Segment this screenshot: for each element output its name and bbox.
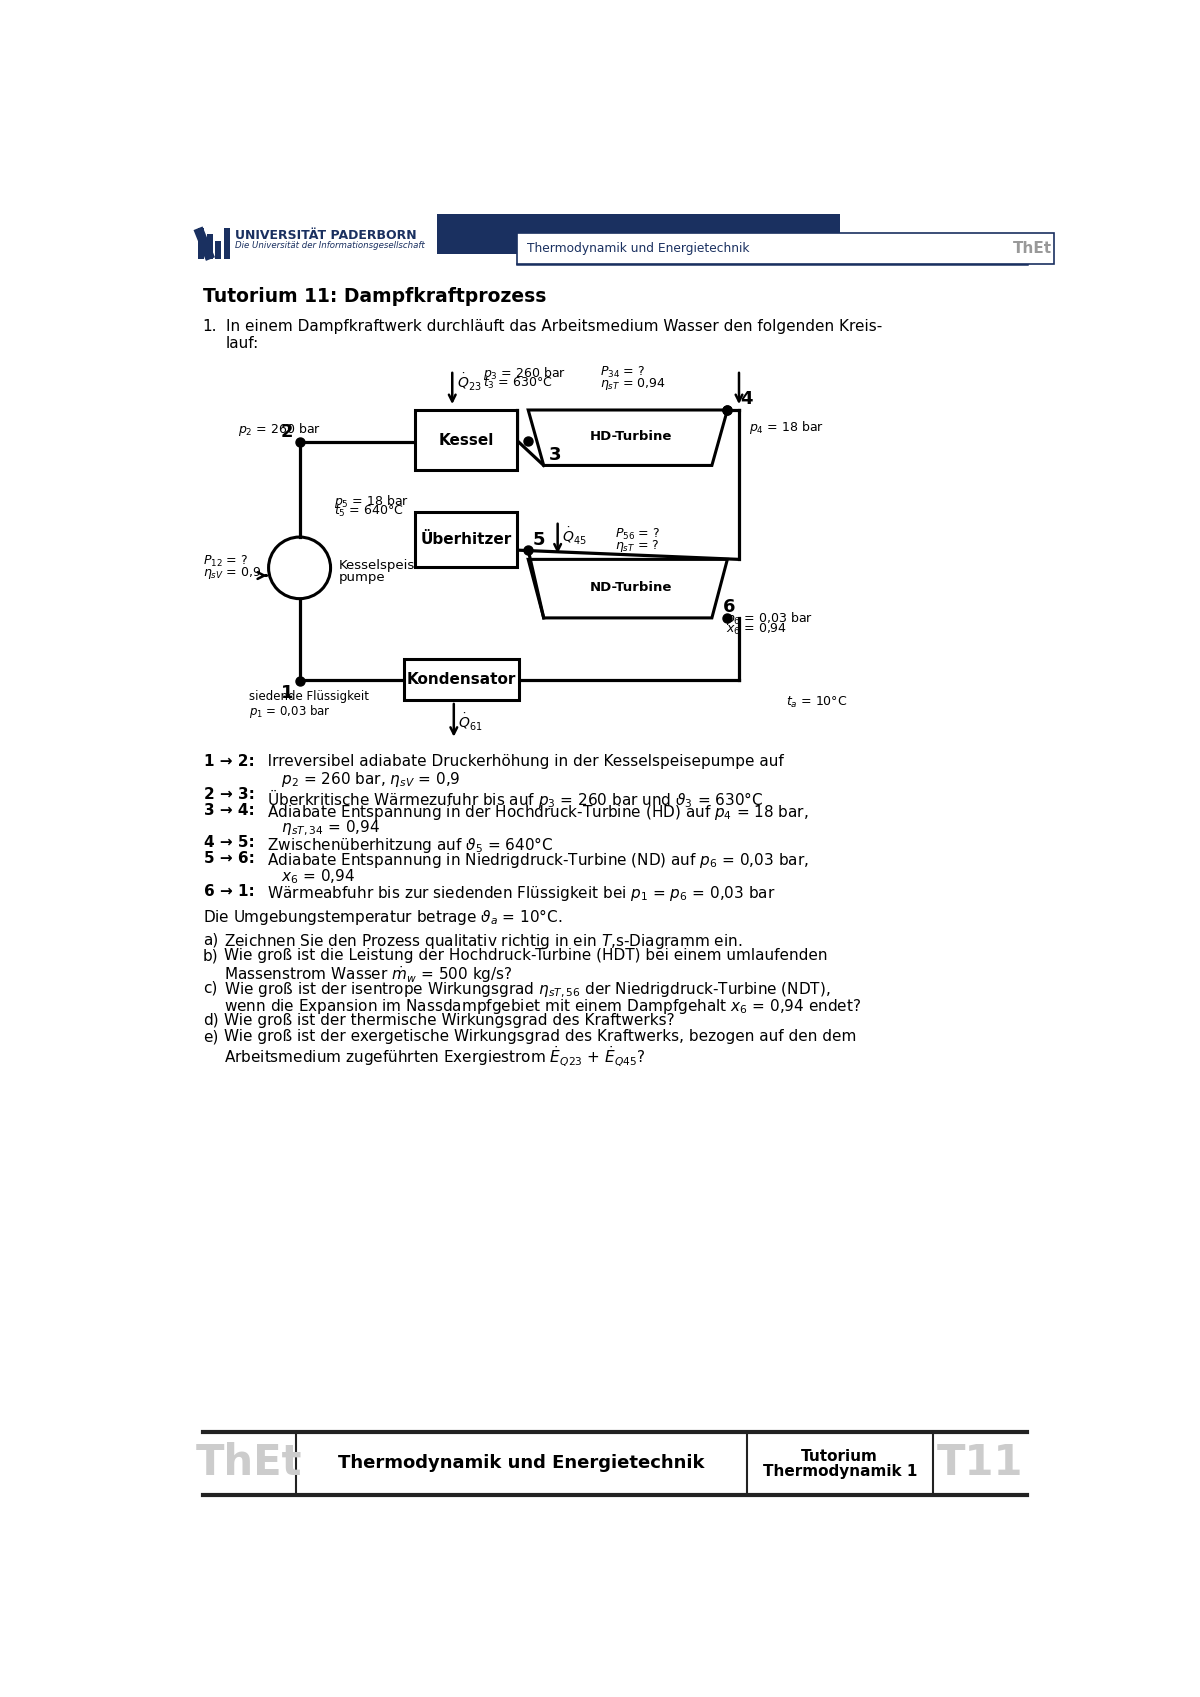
Text: Wie groß ist der isentrope Wirkungsgrad $\eta_{sT,56}$ der Niedrigdruck-Turbine : Wie groß ist der isentrope Wirkungsgrad … [224, 981, 830, 1000]
Text: Arbeitsmedium zugeführten Exergiestrom $\dot{E}_{Q23}$ + $\dot{E}_{Q45}$?: Arbeitsmedium zugeführten Exergiestrom $… [224, 1045, 646, 1069]
Text: $P_{12}$ = ?: $P_{12}$ = ? [203, 553, 248, 568]
Text: ThEt: ThEt [196, 1442, 302, 1485]
Text: Irreversibel adiabate Druckerhöhung in der Kesselspeisepumpe auf: Irreversibel adiabate Druckerhöhung in d… [253, 753, 784, 769]
Bar [223, 229, 230, 260]
Text: Thermodynamik und Energietechnik: Thermodynamik und Energietechnik [527, 241, 749, 255]
Bar [206, 234, 212, 260]
Text: Wie groß ist der thermische Wirkungsgrad des Kraftwerks?: Wie groß ist der thermische Wirkungsgrad… [224, 1013, 676, 1028]
Text: Massenstrom Wasser $\dot{m}_w$ = 500 kg/s?: Massenstrom Wasser $\dot{m}_w$ = 500 kg/… [224, 964, 514, 986]
Text: $p_5$ = 18 bar: $p_5$ = 18 bar [334, 494, 409, 511]
Text: Die Umgebungstemperatur betrage $\vartheta_a$ = 10°C.: Die Umgebungstemperatur betrage $\varthe… [203, 908, 562, 928]
Text: 3: 3 [548, 446, 560, 463]
Bar [404, 660, 518, 699]
Text: $\dot{Q}_{61}$: $\dot{Q}_{61}$ [458, 713, 482, 733]
Text: Thermodynamik 1: Thermodynamik 1 [762, 1463, 917, 1478]
Text: $t_a$ = 10°C: $t_a$ = 10°C [786, 694, 847, 709]
Bar [415, 511, 517, 567]
Text: $\dot{Q}_{45}$: $\dot{Q}_{45}$ [563, 526, 587, 546]
Text: HD-Turbine: HD-Turbine [589, 429, 672, 443]
Text: Wie groß ist der exergetische Wirkungsgrad des Kraftwerks, bezogen auf den dem: Wie groß ist der exergetische Wirkungsgr… [224, 1028, 857, 1044]
Text: In einem Dampfkraftwerk durchläuft das Arbeitsmedium Wasser den folgenden Kreis-: In einem Dampfkraftwerk durchläuft das A… [226, 319, 882, 334]
Text: $p_2$ = 260 bar: $p_2$ = 260 bar [238, 421, 320, 438]
Text: Die Universität der Informationsgesellschaft: Die Universität der Informationsgesellsc… [235, 241, 425, 251]
Text: $\eta_{sT}$ = ?: $\eta_{sT}$ = ? [616, 538, 659, 553]
Text: lauf:: lauf: [226, 336, 259, 351]
Text: Zwischenüberhitzung auf $\vartheta_5$ = 640°C: Zwischenüberhitzung auf $\vartheta_5$ = … [253, 835, 553, 855]
Text: 1: 1 [281, 684, 293, 703]
Text: $\dot{Q}_{23}$: $\dot{Q}_{23}$ [457, 372, 481, 392]
Text: $p_4$ = 18 bar: $p_4$ = 18 bar [749, 419, 824, 436]
Text: $\eta_{sT,34}$ = 0,94: $\eta_{sT,34}$ = 0,94 [268, 820, 380, 838]
Text: $P_{56}$ = ?: $P_{56}$ = ? [616, 528, 660, 541]
Text: pumpe: pumpe [338, 570, 385, 584]
Text: Kondensator: Kondensator [407, 672, 516, 687]
Text: UNIVERSITÄT PADERBORN: UNIVERSITÄT PADERBORN [235, 229, 416, 243]
Text: 2 → 3:: 2 → 3: [204, 786, 256, 801]
Text: T11: T11 [937, 1442, 1024, 1485]
Text: $\eta_{sV}$ = 0,9: $\eta_{sV}$ = 0,9 [203, 565, 260, 580]
Text: Überhitzer: Überhitzer [420, 531, 512, 546]
Text: wenn die Expansion im Nassdampfgebiet mit einem Dampfgehalt $x_6$ = 0,94 endet?: wenn die Expansion im Nassdampfgebiet mi… [224, 996, 862, 1017]
Text: Adiabate Entspannung in der Hochdruck-Turbine (HD) auf $p_4$ = 18 bar,: Adiabate Entspannung in der Hochdruck-Tu… [253, 803, 809, 821]
Text: Tutorium: Tutorium [802, 1449, 878, 1465]
Text: Tutorium 11: Dampfkraftprozess: Tutorium 11: Dampfkraftprozess [203, 287, 546, 305]
Text: $p_1$ = 0,03 bar: $p_1$ = 0,03 bar [250, 703, 331, 720]
Text: ThEt: ThEt [1013, 241, 1052, 256]
Text: Kesselspeise-: Kesselspeise- [338, 558, 427, 572]
Bar [437, 214, 840, 255]
Text: a): a) [203, 932, 218, 947]
Text: b): b) [203, 949, 218, 964]
Text: $t_3$ = 630°C: $t_3$ = 630°C [484, 377, 553, 392]
Text: ND-Turbine: ND-Turbine [589, 580, 672, 594]
Text: 3 → 4:: 3 → 4: [204, 803, 256, 818]
Text: $t_5$ = 640°C: $t_5$ = 640°C [334, 504, 403, 519]
Text: Wie groß ist die Leistung der Hochdruck-Turbine (HDT) bei einem umlaufenden: Wie groß ist die Leistung der Hochdruck-… [224, 949, 828, 964]
Text: siedende Flüssigkeit: siedende Flüssigkeit [250, 691, 370, 703]
Text: 1 → 2:: 1 → 2: [204, 753, 256, 769]
Text: Zeichnen Sie den Prozess qualitativ richtig in ein $T$,s-Diagramm ein.: Zeichnen Sie den Prozess qualitativ rich… [224, 932, 743, 950]
Text: 4 → 5:: 4 → 5: [204, 835, 256, 850]
Text: $x_6$ = 0,94: $x_6$ = 0,94 [726, 621, 787, 636]
Text: $x_6$ = 0,94: $x_6$ = 0,94 [268, 867, 355, 886]
Text: $P_{34}$ = ?: $P_{34}$ = ? [600, 365, 644, 380]
Text: $\eta_{sT}$ = 0,94: $\eta_{sT}$ = 0,94 [600, 377, 665, 392]
Text: 4: 4 [739, 390, 752, 409]
Bar [215, 241, 221, 260]
Text: 5 → 6:: 5 → 6: [204, 852, 256, 865]
Text: Überkritische Wärmezufuhr bis auf $p_3$ = 260 bar und $\vartheta_3$ = 630°C: Überkritische Wärmezufuhr bis auf $p_3$ … [253, 786, 763, 809]
Bar [517, 232, 1054, 263]
Text: 6: 6 [722, 599, 736, 616]
Text: $p_2$ = 260 bar, $\eta_{sV}$ = 0,9: $p_2$ = 260 bar, $\eta_{sV}$ = 0,9 [268, 770, 461, 789]
Text: $p_6$ = 0,03 bar: $p_6$ = 0,03 bar [726, 611, 812, 628]
Text: Wärmeabfuhr bis zur siedenden Flüssigkeit bei $p_1$ = $p_6$ = 0,03 bar: Wärmeabfuhr bis zur siedenden Flüssigkei… [253, 884, 775, 903]
Text: Kessel: Kessel [438, 433, 494, 448]
Text: 5: 5 [533, 531, 545, 548]
Text: Thermodynamik und Energietechnik: Thermodynamik und Energietechnik [338, 1454, 704, 1473]
Text: e): e) [203, 1028, 218, 1044]
Text: $p_3$ = 260 bar: $p_3$ = 260 bar [484, 365, 566, 382]
Text: 6 → 1:: 6 → 1: [204, 884, 256, 898]
Text: 1.: 1. [203, 319, 217, 334]
Text: d): d) [203, 1013, 218, 1028]
Text: Adiabate Entspannung in Niedrigdruck-Turbine (ND) auf $p_6$ = 0,03 bar,: Adiabate Entspannung in Niedrigdruck-Tur… [253, 852, 809, 871]
Text: 2: 2 [281, 423, 293, 441]
Bar [198, 229, 204, 260]
Text: c): c) [203, 981, 217, 996]
Bar [415, 411, 517, 470]
